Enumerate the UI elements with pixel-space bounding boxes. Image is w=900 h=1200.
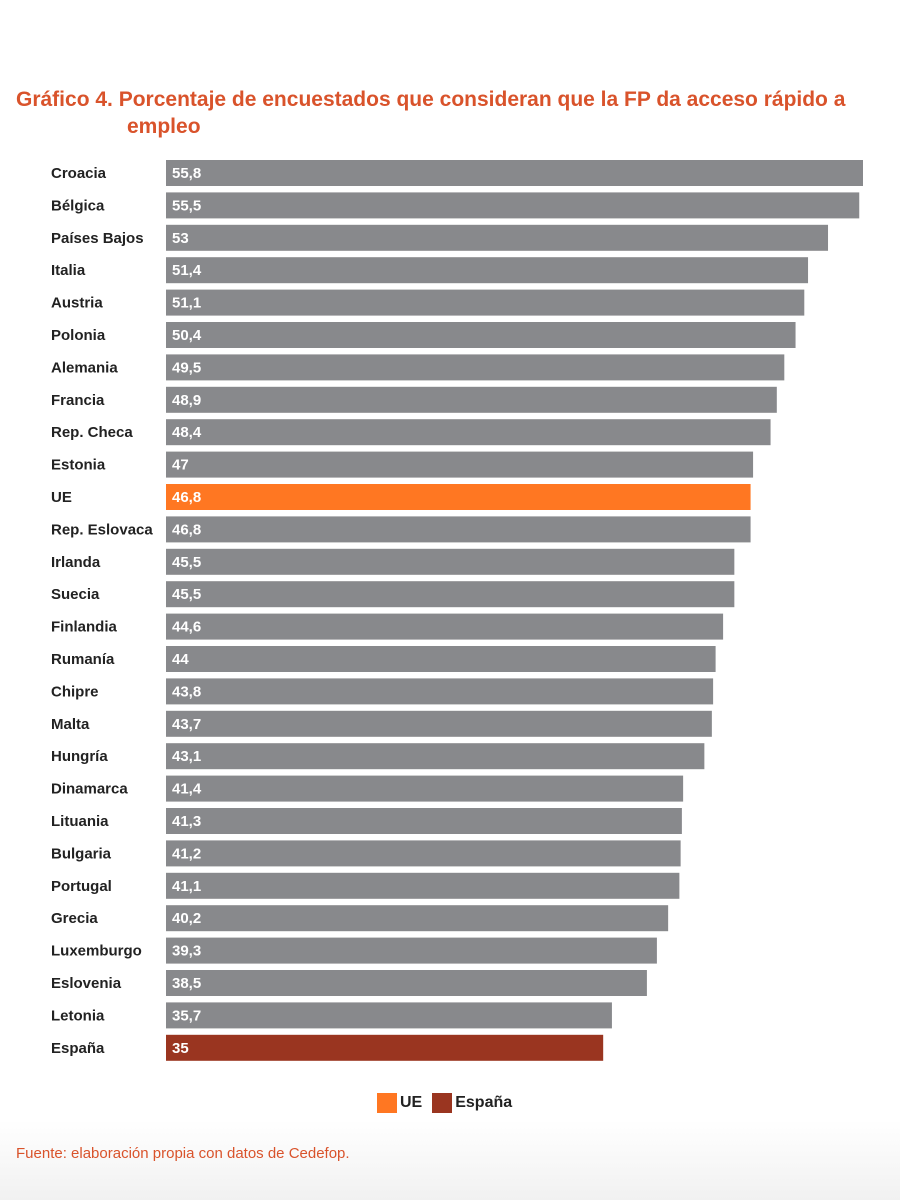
bar-croacia <box>166 160 863 186</box>
value-label-irlanda: 45,5 <box>172 554 201 571</box>
bar-alemania <box>166 354 785 381</box>
value-label-croacia: 55,8 <box>172 165 201 182</box>
category-label-letonia: Letonia <box>51 1007 105 1024</box>
category-label-ue: UE <box>51 489 72 506</box>
category-label-irlanda: Irlanda <box>51 554 101 571</box>
value-label-rep-checa: 48,4 <box>172 424 202 441</box>
bar-austria <box>166 289 805 316</box>
category-label-suecia: Suecia <box>51 586 100 603</box>
bar-chart: Croacia 55,8 Bélgica 55,5 Países Bajos 53 Ital… <box>51 160 863 1061</box>
bar-bulgaria <box>166 840 681 867</box>
bar-rumania <box>166 646 716 672</box>
category-label-alemania: Alemania <box>51 359 118 376</box>
category-label-portugal: Portugal <box>51 878 112 895</box>
bar-grecia <box>166 905 669 932</box>
bar-luxemburgo <box>166 937 657 964</box>
value-label-espana: 35 <box>172 1040 189 1057</box>
bar-chipre <box>166 678 714 705</box>
category-label-austria: Austria <box>51 295 103 312</box>
bar-portugal <box>166 872 680 899</box>
bar-suecia <box>166 581 735 608</box>
bar-letonia <box>166 1002 612 1029</box>
legend-label-espana: España <box>455 1094 513 1111</box>
legend-item-espana: España <box>432 1093 512 1113</box>
category-label-rep-checa: Rep. Checa <box>51 424 133 441</box>
category-label-italia: Italia <box>51 262 86 279</box>
bar-francia <box>166 386 777 413</box>
value-label-eslovenia: 38,5 <box>172 975 201 992</box>
value-label-estonia: 47 <box>172 457 189 474</box>
value-label-paises-bajos: 53 <box>172 230 189 247</box>
bar-espana <box>166 1034 604 1061</box>
value-label-grecia: 40,2 <box>172 910 201 927</box>
legend-label-ue: UE <box>400 1094 423 1111</box>
value-label-belgica: 55,5 <box>172 197 201 214</box>
value-label-italia: 51,4 <box>172 262 202 279</box>
category-label-belgica: Bélgica <box>51 197 105 214</box>
bar-hungria <box>166 743 705 770</box>
bar-rep-checa <box>166 419 771 446</box>
bar-italia <box>166 257 809 284</box>
category-label-polonia: Polonia <box>51 327 106 344</box>
value-label-suecia: 45,5 <box>172 586 201 603</box>
value-label-rep-eslovaca: 46,8 <box>172 521 201 538</box>
bar-rep-eslovaca <box>166 516 751 543</box>
value-label-luxemburgo: 39,3 <box>172 943 201 960</box>
chart-title: Gráfico 4. Porcentaje de encuestados que… <box>16 88 846 138</box>
bar-polonia <box>166 322 796 348</box>
category-label-chipre: Chipre <box>51 683 99 700</box>
bar-finlandia <box>166 613 724 640</box>
value-label-lituania: 41,3 <box>172 813 201 830</box>
value-label-ue: 46,8 <box>172 489 201 506</box>
bar-estonia <box>166 451 754 478</box>
bar-irlanda <box>166 548 735 575</box>
category-label-finlandia: Finlandia <box>51 619 117 636</box>
category-label-eslovenia: Eslovenia <box>51 975 122 992</box>
value-label-polonia: 50,4 <box>172 327 202 344</box>
value-label-hungria: 43,1 <box>172 748 201 765</box>
bar-malta <box>166 710 712 737</box>
category-label-espana: España <box>51 1040 105 1057</box>
source-note: Fuente: elaboración propia con datos de … <box>16 1145 350 1162</box>
bar-eslovenia <box>166 970 647 996</box>
category-label-grecia: Grecia <box>51 910 98 927</box>
value-label-francia: 48,9 <box>172 392 201 409</box>
legend-swatch-ue <box>377 1093 397 1113</box>
value-label-alemania: 49,5 <box>172 359 201 376</box>
value-label-malta: 43,7 <box>172 716 201 733</box>
category-label-lituania: Lituania <box>51 813 109 830</box>
value-label-chipre: 43,8 <box>172 683 201 700</box>
value-label-finlandia: 44,6 <box>172 619 201 636</box>
legend-item-ue: UE <box>377 1093 422 1113</box>
chart-legend: UE España <box>377 1092 522 1114</box>
legend-swatch-espana <box>432 1093 453 1113</box>
value-label-rumania: 44 <box>172 651 189 668</box>
category-label-croacia: Croacia <box>51 165 107 182</box>
bar-belgica <box>166 192 860 219</box>
category-label-rumania: Rumanía <box>51 651 115 668</box>
category-label-paises-bajos: Países Bajos <box>51 230 144 247</box>
category-label-malta: Malta <box>51 716 90 733</box>
category-label-francia: Francia <box>51 392 105 409</box>
bar-paises-bajos <box>166 224 829 251</box>
value-label-portugal: 41,1 <box>172 878 201 895</box>
bar-dinamarca <box>166 775 684 802</box>
value-label-bulgaria: 41,2 <box>172 845 201 862</box>
category-label-rep-eslovaca: Rep. Eslovaca <box>51 521 153 538</box>
category-label-hungria: Hungría <box>51 748 108 765</box>
value-label-letonia: 35,7 <box>172 1007 201 1024</box>
bar-lituania <box>166 808 682 834</box>
category-label-dinamarca: Dinamarca <box>51 781 128 798</box>
category-label-estonia: Estonia <box>51 457 106 474</box>
category-label-luxemburgo: Luxemburgo <box>51 943 142 960</box>
category-label-bulgaria: Bulgaria <box>51 845 112 862</box>
value-label-dinamarca: 41,4 <box>172 781 202 798</box>
bar-ue <box>166 484 751 510</box>
value-label-austria: 51,1 <box>172 295 201 312</box>
